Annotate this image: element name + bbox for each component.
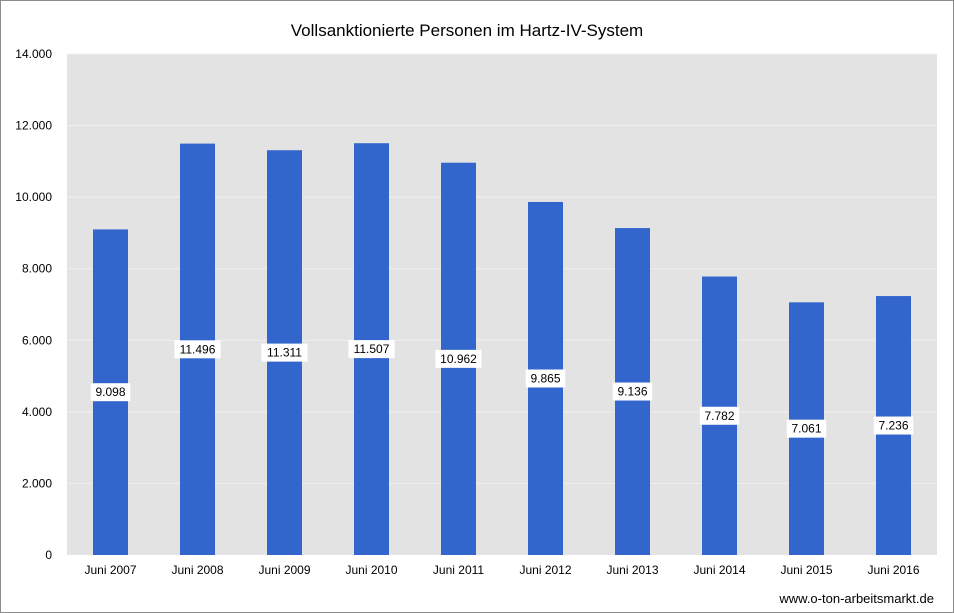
x-tick-label: Juni 2014 <box>693 563 745 577</box>
data-label-box <box>90 383 131 402</box>
data-label-box <box>348 340 395 359</box>
y-axis-ticks: 0 2.000 4.000 6.000 8.000 10.000 12.000 14.000 <box>15 47 52 562</box>
y-tick-label: 0 <box>45 548 52 562</box>
data-label-box <box>261 343 308 362</box>
data-label: 11.496 <box>180 342 216 356</box>
data-label: 9.098 <box>95 385 125 399</box>
x-tick-label: Juni 2008 <box>171 563 223 577</box>
y-tick-label: 14.000 <box>15 47 52 61</box>
data-label-box <box>435 349 482 368</box>
chart-title: Vollsanktionierte Personen im Hartz-IV-S… <box>291 21 643 40</box>
x-tick-label: Juni 2016 <box>867 563 919 577</box>
data-label: 7.782 <box>704 409 734 423</box>
x-tick-label: Juni 2007 <box>84 563 136 577</box>
x-tick-label: Juni 2012 <box>519 563 571 577</box>
data-label: 7.236 <box>878 419 908 433</box>
y-tick-label: 2.000 <box>22 476 52 490</box>
y-tick-label: 8.000 <box>22 262 52 276</box>
data-label-box <box>786 419 827 438</box>
x-axis-ticks: Juni 2007 Juni 2008 Juni 2009 Juni 2010 Juni… <box>84 563 919 577</box>
data-label: 7.061 <box>791 422 821 436</box>
source-url: www.o-ton-arbeitsmarkt.de <box>778 591 934 606</box>
x-tick-label: Juni 2013 <box>606 563 658 577</box>
y-tick-label: 6.000 <box>22 333 52 347</box>
data-label: 10.962 <box>440 352 477 366</box>
y-tick-label: 4.000 <box>22 405 52 419</box>
data-label: 11.311 <box>267 346 302 360</box>
data-label-box <box>612 382 653 401</box>
data-label-box <box>873 416 914 435</box>
data-label: 9.865 <box>530 371 560 385</box>
data-label-box <box>525 369 566 388</box>
x-tick-label: Juni 2015 <box>780 563 832 577</box>
data-label-box <box>174 340 221 359</box>
y-tick-label: 10.000 <box>15 190 52 204</box>
x-tick-label: Juni 2010 <box>345 563 397 577</box>
data-label: 9.136 <box>617 385 647 399</box>
x-tick-label: Juni 2009 <box>258 563 310 577</box>
y-tick-label: 12.000 <box>15 119 52 133</box>
x-tick-label: Juni 2011 <box>433 563 484 577</box>
data-label-box <box>699 406 740 425</box>
data-label: 11.507 <box>354 342 390 356</box>
data-labels: 9.098 11.496 11.311 11.507 10.962 9.865 9.136 7… <box>90 340 914 438</box>
